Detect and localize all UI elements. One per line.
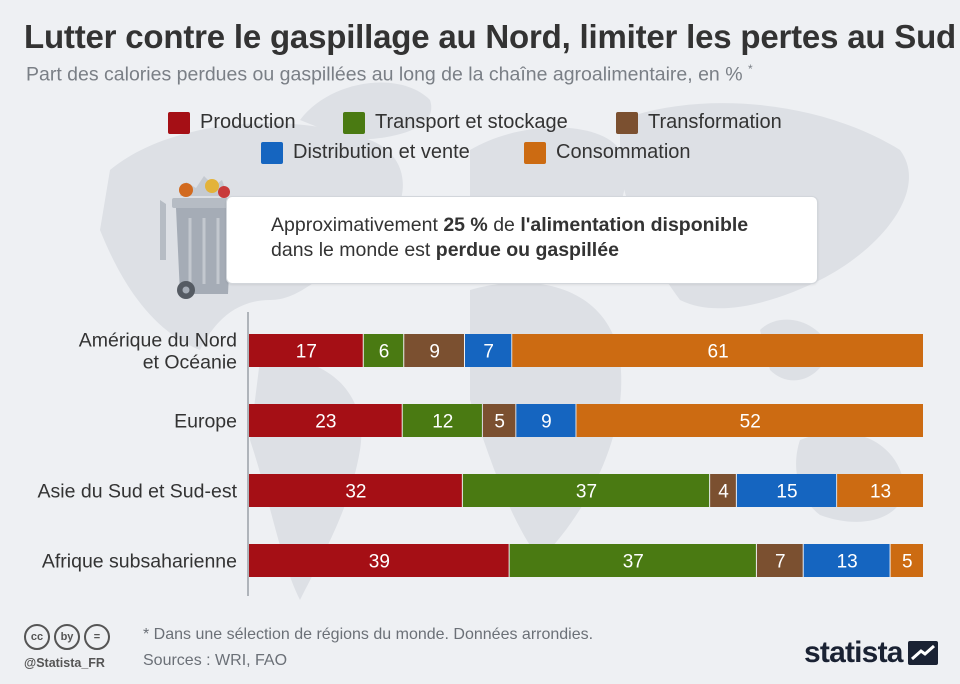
bar-segment	[512, 334, 923, 367]
chart-subtitle: Part des calories perdues ou gaspillées …	[26, 62, 753, 87]
bar-segment	[465, 334, 512, 367]
sources: Sources : WRI, FAO	[143, 652, 288, 669]
data-label: 13	[870, 482, 891, 503]
data-label: 7	[483, 342, 494, 363]
data-label: 7	[775, 552, 786, 573]
bar-segment	[736, 474, 837, 507]
data-label: 9	[541, 412, 552, 433]
callout-text-1: Approximativement	[271, 214, 444, 236]
category-label: Europe	[174, 411, 237, 433]
twitter-handle: @Statista_FR	[24, 656, 105, 670]
chart-title: Lutter contre le gaspillage au Nord, lim…	[24, 18, 956, 55]
trash-bin-icon	[160, 176, 236, 299]
data-label: 4	[718, 482, 729, 503]
callout-bold-percent: 25 %	[443, 214, 488, 236]
callout-box: Approximativement 25 % de l'alimentation…	[226, 196, 818, 284]
data-label: 15	[776, 482, 797, 503]
bar-segment	[249, 474, 462, 507]
bar-segment	[837, 474, 923, 507]
bar-segment	[402, 404, 482, 437]
no-derivatives-icon: =	[84, 624, 110, 650]
data-label: 37	[623, 552, 644, 573]
data-label: 17	[296, 342, 317, 363]
data-label: 5	[494, 412, 505, 433]
statista-logo[interactable]: statista	[804, 636, 938, 670]
bar-segment	[249, 404, 402, 437]
data-label: 37	[576, 482, 597, 503]
data-label: 61	[708, 342, 729, 363]
callout-bold-lost: perdue ou gaspillée	[435, 239, 619, 261]
subtitle-footnote-mark: *	[747, 62, 753, 76]
data-label: 5	[902, 552, 913, 573]
statista-mark-icon	[907, 641, 938, 665]
bar-segment	[890, 544, 923, 577]
data-label: 52	[740, 412, 761, 433]
license-icons: cc by =	[24, 624, 110, 650]
category-label: Asie du Sud et Sud-est	[38, 481, 238, 503]
bar-segment	[509, 544, 756, 577]
data-label: 6	[379, 342, 390, 363]
data-label: 9	[429, 342, 440, 363]
data-label: 23	[315, 412, 336, 433]
bar-segment	[249, 334, 363, 367]
bar-segment	[803, 544, 890, 577]
callout-text-3: dans le monde est	[271, 239, 436, 261]
footnote: * Dans une sélection de régions du monde…	[143, 626, 594, 643]
subtitle-text: Part des calories perdues ou gaspillées …	[26, 63, 743, 86]
bar-segment	[756, 544, 803, 577]
category-label: Amérique du Nord	[79, 330, 237, 352]
cc-icon: cc	[24, 624, 50, 650]
bar-segment	[576, 404, 923, 437]
bar-segment	[404, 334, 464, 367]
bar-segment	[363, 334, 404, 367]
bar-segment	[482, 404, 516, 437]
category-label: et Océanie	[143, 352, 237, 374]
data-label: 13	[837, 552, 858, 573]
data-label: 39	[369, 552, 390, 573]
data-label: 32	[345, 482, 366, 503]
bar-segment	[710, 474, 736, 507]
attribution-icon: by	[54, 624, 80, 650]
callout-text-2: de	[487, 214, 521, 236]
bar-segment	[516, 404, 576, 437]
bar-segment	[249, 544, 509, 577]
data-label: 12	[432, 412, 453, 433]
brand-name: statista	[804, 636, 903, 669]
callout-bold-food: l'alimentation disponible	[520, 214, 749, 236]
bar-segment	[462, 474, 710, 507]
category-label: Afrique subsaharienne	[42, 551, 237, 573]
